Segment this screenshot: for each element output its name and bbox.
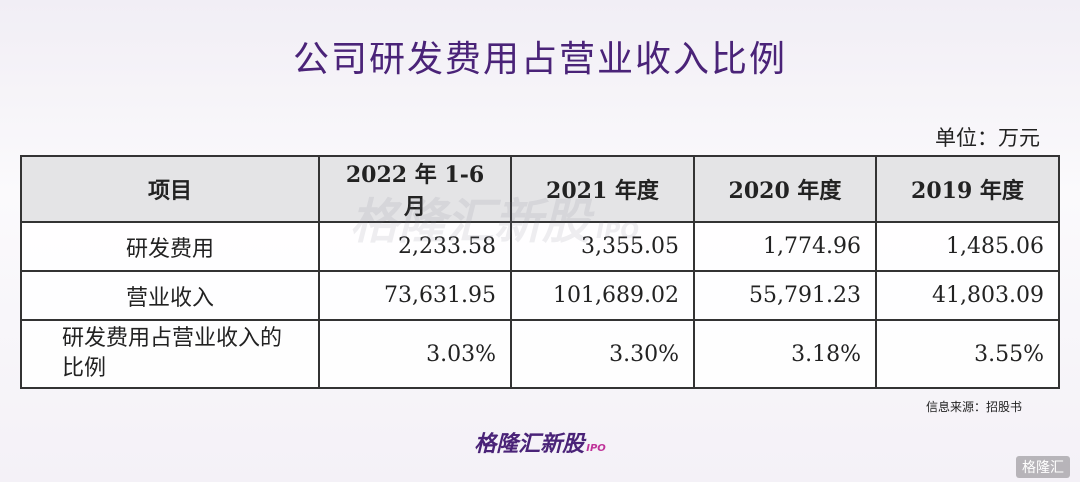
cell: 1,485.06 xyxy=(875,221,1060,272)
unit: 单位：万元 xyxy=(935,126,1040,150)
cell: 55,791.23 xyxy=(693,270,877,321)
source: 信息来源：招股书 xyxy=(925,400,1022,414)
corner-badge: 格隆汇 xyxy=(1016,456,1070,478)
logo-text: 格隆汇新股 xyxy=(474,432,585,457)
logo-tag: IPO xyxy=(586,443,606,454)
cell: 3.18% xyxy=(693,319,877,389)
cell: 1,774.96 xyxy=(693,221,877,272)
title: 公司研发费用占营业收入比例 xyxy=(292,39,787,80)
table-row: 研发费用 2,233.58 3,355.05 1,774.96 1,485.06 xyxy=(20,221,1060,272)
cell: 41,803.09 xyxy=(875,270,1060,321)
header-row: 项目 2022 年 1-6 月 2021 年度 2020 年度 2019 年度 xyxy=(20,155,1060,223)
row-label: 营业收入 xyxy=(20,270,320,321)
column-header: 项目 xyxy=(20,155,320,223)
cell: 101,689.02 xyxy=(510,270,695,321)
logo: 格隆汇新股 IPO xyxy=(0,426,1080,458)
cell: 73,631.95 xyxy=(318,270,512,321)
table-row: 研发费用占营业收入的比例 3.03% 3.30% 3.18% 3.55% xyxy=(20,319,1060,389)
cell: 2,233.58 xyxy=(318,221,512,272)
column-header: 2021 年度 xyxy=(510,155,695,223)
table-row: 营业收入 73,631.95 101,689.02 55,791.23 41,803.0… xyxy=(20,270,1060,321)
column-header: 2020 年度 xyxy=(693,155,877,223)
cell: 3.03% xyxy=(318,319,512,389)
cell: 3.55% xyxy=(875,319,1060,389)
row-label: 研发费用占营业收入的比例 xyxy=(20,319,320,389)
row-label: 研发费用 xyxy=(20,221,320,272)
column-header: 2019 年度 xyxy=(875,155,1060,223)
cell: 3.30% xyxy=(510,319,695,389)
cell: 3,355.05 xyxy=(510,221,695,272)
table-body: 研发费用 2,233.58 3,355.05 1,774.96 1,485.06 营业收入… xyxy=(20,221,1060,389)
column-header: 2022 年 1-6 月 xyxy=(318,155,512,223)
data-table: 项目 2022 年 1-6 月 2021 年度 2020 年度 2019 年度 研发费用… xyxy=(20,155,1060,389)
